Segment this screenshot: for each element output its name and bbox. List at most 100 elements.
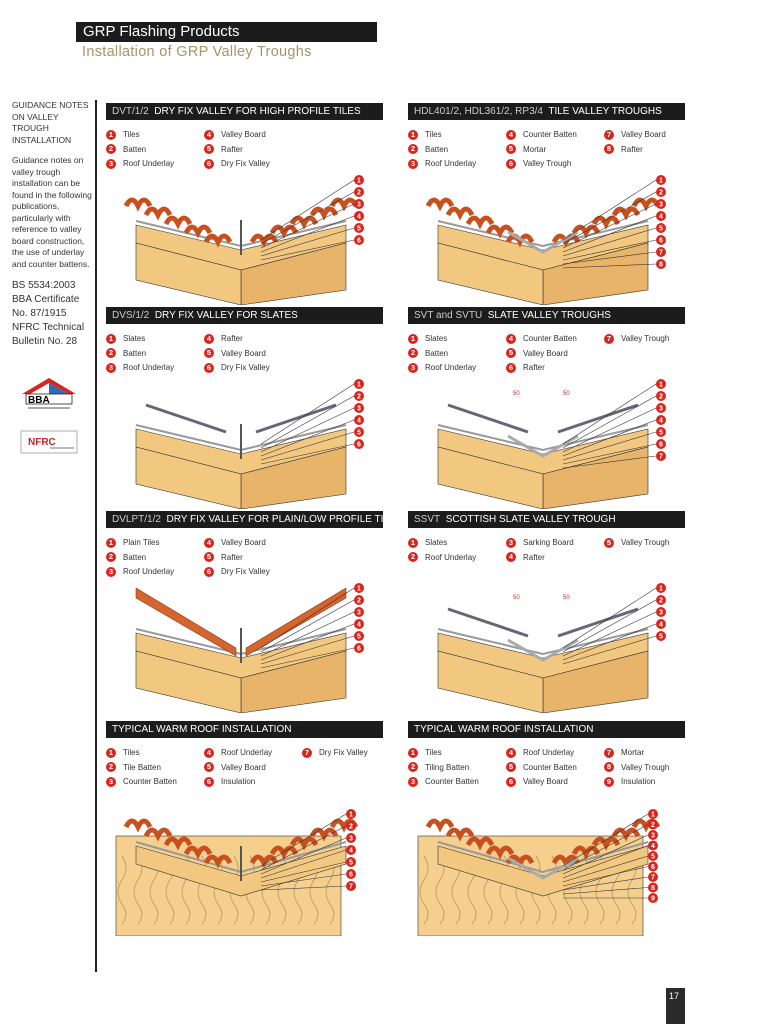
number-badge: 2 — [106, 762, 116, 773]
number-badge: 1 — [106, 747, 116, 758]
legend-label: Valley Trough — [621, 334, 670, 344]
callout-badge — [346, 833, 356, 843]
number-badge: 5 — [204, 144, 214, 155]
leader-line — [562, 599, 657, 653]
legend-label: Valley Trough — [621, 538, 670, 548]
number-badge: 6 — [506, 362, 516, 373]
leader-line — [260, 191, 355, 245]
legend-label: Slates — [123, 334, 146, 344]
panel-title: TYPICAL WARM ROOF INSTALLATION — [112, 724, 292, 735]
dimension-label: 50 — [513, 391, 520, 397]
number-badge: 1 — [408, 129, 418, 140]
callout-number: 8 — [651, 885, 655, 892]
sidebar-heading: GUIDANCE NOTES ON VALLEY TROUGH INSTALLA… — [12, 100, 89, 145]
leader-line — [562, 383, 657, 445]
number-badge: 8 — [604, 762, 614, 773]
legend-label: Rafter — [523, 552, 545, 562]
callout-number: 2 — [659, 190, 663, 197]
legend-item: 4 Roof Underlay — [506, 747, 604, 759]
legend: 1 Tiles 2 Tile Batten 3 Counter Batten 4 Roof U… — [106, 747, 383, 788]
leader-line — [562, 191, 657, 245]
number-badge: 2 — [408, 762, 418, 773]
legend-item: 1 Plain Tiles — [106, 537, 204, 549]
callout-badge — [346, 809, 356, 819]
leader-line — [562, 419, 657, 457]
legend-label: Dry Fix Valley — [221, 567, 270, 577]
legend-label: Valley Trough — [523, 159, 572, 169]
callout-number: 4 — [357, 418, 361, 425]
product-code: SSVT — [414, 514, 441, 525]
legend-item: 4 Rafter — [204, 333, 302, 345]
number-badge: 6 — [204, 776, 214, 787]
legend-item: 3 Counter Batten — [408, 776, 506, 788]
leader-line — [260, 813, 347, 867]
legend-label: Tiles — [123, 748, 140, 758]
product-code: DVT/1/2 — [112, 106, 149, 117]
legend-item: 5 Valley Trough — [604, 537, 684, 549]
legend-label: Valley Board — [523, 348, 568, 358]
legend-label: Batten — [123, 348, 147, 358]
legend-label: Tiles — [123, 130, 140, 140]
legend-label: Valley Board — [621, 130, 666, 140]
number-badge: 7 — [604, 333, 614, 344]
leader-line — [260, 383, 355, 445]
legend-item: 1 Slates — [106, 333, 204, 345]
legend-label: Rafter — [221, 552, 243, 562]
legend-label: Batten — [123, 144, 147, 154]
leader-line — [562, 263, 657, 269]
leader-line — [260, 861, 347, 883]
legend-item: 6 Dry Fix Valley — [204, 158, 302, 170]
diagram-panel: DVS/1/2 DRY FIX VALLEY FOR SLATES 1 Slates… — [106, 307, 383, 509]
legend-label: Roof Underlay — [221, 748, 273, 758]
callout-number: 1 — [659, 178, 663, 185]
panel-header: DVLPT/1/2 DRY FIX VALLEY FOR PLAIN/LOW P… — [106, 511, 402, 528]
legend-item: 1 Slates — [408, 537, 506, 549]
number-badge: 9 — [604, 776, 614, 787]
callout-badge — [354, 235, 364, 245]
callout-badge — [354, 643, 364, 653]
legend-item: 3 Roof Underlay — [408, 158, 506, 170]
callout-number: 7 — [659, 250, 663, 257]
callout-number: 9 — [651, 896, 655, 903]
valley-diagram: 1 2 3 4 5 6 7 — [115, 809, 359, 936]
legend-label: Valley Board — [523, 777, 568, 787]
callout-badge — [648, 840, 658, 851]
callout-badge — [656, 427, 666, 437]
product-code: HDL401/2, HDL361/2, RP3/4 — [414, 106, 543, 117]
legend: 1 Slates 2 Roof Underlay 3 Sarking Board 4 Raft… — [408, 537, 685, 563]
number-badge: 6 — [506, 158, 516, 169]
legend-item: 3 Roof Underlay — [408, 362, 506, 374]
legend-item: 2 Batten — [106, 144, 204, 156]
callout-badge — [354, 631, 364, 641]
product-code: DVLPT/1/2 — [112, 514, 161, 525]
callout-number: 2 — [349, 824, 353, 831]
number-badge: 1 — [106, 333, 116, 344]
panel-header: DVS/1/2 DRY FIX VALLEY FOR SLATES — [106, 307, 383, 324]
leader-line — [562, 203, 657, 249]
legend-item: 6 Valley Board — [506, 776, 604, 788]
legend-item: 1 Tiles — [408, 129, 506, 141]
leader-line — [562, 834, 649, 875]
legend-label: Rafter — [523, 363, 545, 373]
legend-item: 1 Tiles — [408, 747, 506, 759]
callout-number: 5 — [659, 226, 663, 233]
leader-line — [562, 239, 657, 261]
valley-diagram: 1 2 3 4 5 6 — [123, 175, 364, 305]
callout-badge — [354, 199, 364, 209]
legend-item: 6 Dry Fix Valley — [204, 566, 302, 578]
leader-line — [562, 611, 657, 657]
dimension-label: 50 — [563, 391, 570, 397]
number-badge: 1 — [408, 747, 418, 758]
callout-badge — [354, 595, 364, 605]
legend-item: 5 Valley Board — [506, 348, 604, 360]
panel-title: SCOTTISH SLATE VALLEY TROUGH — [445, 514, 616, 525]
callout-number: 3 — [349, 836, 353, 843]
legend-item: 4 Roof Underlay — [204, 747, 302, 759]
callout-number: 5 — [349, 860, 353, 867]
number-badge: 2 — [408, 348, 418, 359]
callout-number: 6 — [349, 872, 353, 879]
legend-label: Dry Fix Valley — [221, 363, 270, 373]
diagram-panel: TYPICAL WARM ROOF INSTALLATION 1 Tiles 2 Til… — [408, 721, 685, 936]
number-badge: 4 — [204, 129, 214, 140]
number-badge: 7 — [604, 129, 614, 140]
